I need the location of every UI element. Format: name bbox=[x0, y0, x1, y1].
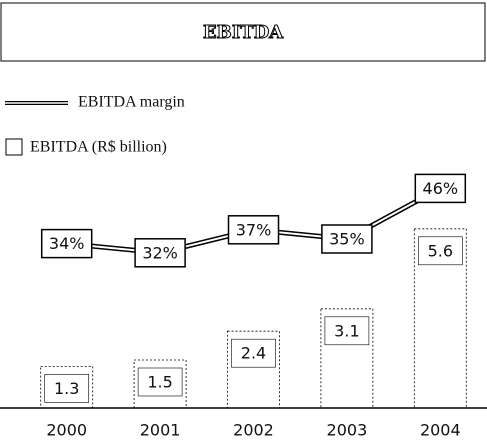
bar-value-label: 1.5 bbox=[147, 373, 172, 392]
bar-value-label: 1.3 bbox=[54, 379, 79, 398]
bar-label-box bbox=[417, 236, 463, 266]
x-tick-label: 2001 bbox=[140, 421, 181, 440]
x-tick-label: 2000 bbox=[46, 421, 87, 440]
line-value-label: 34% bbox=[49, 234, 85, 253]
line-label-box bbox=[321, 224, 373, 254]
x-tick-label: 2002 bbox=[233, 421, 274, 440]
line-label-box bbox=[227, 215, 280, 245]
bar-label-box bbox=[44, 374, 90, 403]
bar-label-box bbox=[324, 316, 370, 346]
line-value-label: 37% bbox=[236, 220, 272, 239]
chart-title: EBITDA bbox=[203, 22, 284, 43]
bar-label-box bbox=[231, 338, 276, 368]
line-label-box bbox=[40, 228, 93, 259]
title-box bbox=[0, 2, 486, 62]
line-label-box bbox=[134, 238, 186, 268]
bar-value-label: 5.6 bbox=[428, 241, 453, 260]
x-tick-label: 2004 bbox=[420, 421, 461, 440]
legend-bar-symbol bbox=[5, 138, 23, 156]
x-tick-label: 2003 bbox=[327, 421, 368, 440]
line-value-label: 35% bbox=[329, 230, 365, 249]
legend-label: EBITDA (R$ billion) bbox=[30, 139, 167, 156]
legend: EBITDA margin EBITDA (R$ billion) bbox=[5, 94, 185, 156]
bar-value-label: 3.1 bbox=[334, 321, 359, 340]
line-value-label: 32% bbox=[142, 243, 178, 262]
bar-value-label: 2.4 bbox=[241, 344, 266, 363]
legend-label: EBITDA margin bbox=[78, 94, 185, 111]
line-value-label: 46% bbox=[423, 179, 459, 198]
bar-label-box bbox=[137, 367, 183, 397]
line-label-box bbox=[414, 173, 467, 204]
